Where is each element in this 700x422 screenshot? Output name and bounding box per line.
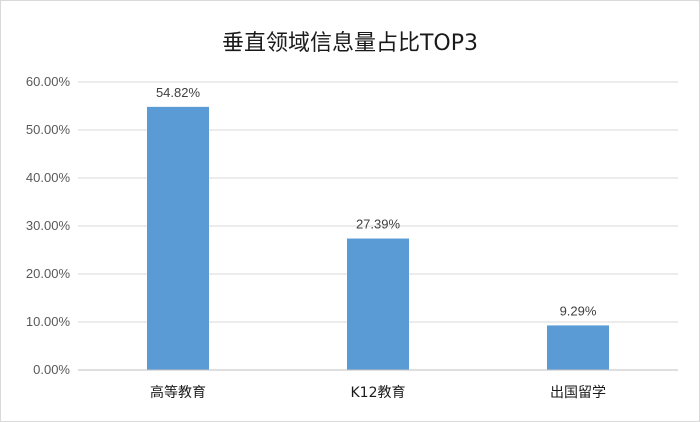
- y-tick-label: 60.00%: [26, 74, 71, 89]
- y-axis-ticks: 0.00% 10.00% 20.00% 30.00% 40.00% 50.00% 60.00…: [26, 74, 71, 377]
- bar: [147, 106, 209, 370]
- y-tick-label: 40.00%: [26, 170, 71, 185]
- y-tick-label: 30.00%: [26, 218, 71, 233]
- data-labels: 54.82% 27.39% 9.29%: [156, 85, 597, 319]
- y-tick-label: 20.00%: [26, 266, 71, 281]
- data-label: 27.39%: [356, 217, 401, 232]
- chart-title: 垂直领域信息量占比TOP3: [222, 31, 478, 56]
- bar: [547, 325, 609, 370]
- category-label: K12教育: [351, 385, 406, 401]
- data-label: 9.29%: [560, 303, 597, 318]
- bars: [147, 106, 609, 370]
- category-label: 高等教育: [150, 384, 206, 401]
- y-tick-label: 10.00%: [26, 314, 71, 329]
- category-label: 出国留学: [550, 385, 606, 401]
- x-axis-categories: 高等教育 K12教育 出国留学: [150, 384, 606, 401]
- y-tick-label: 50.00%: [26, 122, 71, 137]
- bar: [347, 238, 409, 370]
- data-label: 54.82%: [156, 85, 201, 100]
- y-tick-label: 0.00%: [33, 362, 70, 377]
